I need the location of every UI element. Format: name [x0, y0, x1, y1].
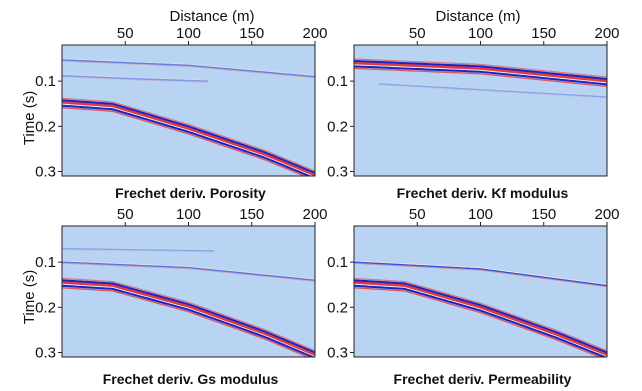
panel-2: 50 100 150 200 0.1 0.2 0.3 Frechet deriv. Kf mo… [327, 25, 619, 201]
event-1-trace-2 [62, 99, 315, 175]
event-1-trace-6 [62, 106, 307, 176]
y-tick-label: 0.3 [327, 163, 348, 180]
event-group [354, 58, 607, 99]
event-group [354, 260, 607, 357]
event-1-trace-4 [354, 284, 607, 357]
y-tick-label: 0.3 [327, 344, 348, 361]
x-tick-label: 200 [302, 25, 327, 42]
event-group [62, 58, 315, 176]
event-2-trace-3 [62, 60, 315, 79]
panel-1: 50 100 150 200 0.1 0.2 0.3 Frechet deriv. Poros… [35, 25, 327, 201]
x-tick-label: 50 [409, 25, 426, 42]
event-1-trace-4 [354, 64, 607, 84]
event-1-trace-6 [354, 67, 607, 88]
event-2-trace-1 [62, 58, 315, 77]
panel-title: Frechet deriv. Kf modulus [397, 185, 569, 201]
x-axis-title-top-left: Distance (m) [169, 8, 254, 25]
x-tick-label: 100 [468, 25, 493, 42]
event-2-trace-1 [378, 82, 607, 97]
event-2-trace-3 [62, 262, 315, 282]
panel-4: 50 100 150 200 0.1 0.2 0.3 Frechet deriv. Perme… [327, 206, 619, 387]
panel-title: Frechet deriv. Permeability [394, 371, 572, 387]
y-tick-label: 0.1 [35, 73, 56, 90]
event-2-trace-2 [354, 261, 607, 287]
event-1-trace-1 [354, 58, 607, 78]
x-tick-label: 100 [176, 25, 201, 42]
x-tick-label: 100 [176, 206, 201, 223]
event-1-trace-5 [354, 284, 607, 357]
y-tick-label: 0.3 [35, 163, 56, 180]
x-tick-label: 200 [594, 25, 619, 42]
y-tick-label: 0.3 [35, 344, 56, 361]
x-axis-title-top-right: Distance (m) [435, 8, 520, 25]
event-1-trace-1 [354, 277, 607, 352]
event-1-trace-1 [62, 277, 315, 352]
y-tick-label: 0.2 [327, 299, 348, 316]
event-1-trace-1 [62, 97, 315, 172]
event-2-trace-3 [354, 262, 607, 288]
panel-3: 50 100 150 200 0.1 0.2 0.3 Frechet deriv. Gs mo… [35, 206, 327, 387]
event-2-trace-3 [378, 84, 607, 99]
event-1-trace-5 [62, 284, 315, 357]
x-tick-label: 150 [531, 25, 556, 42]
y-axis-title-top: Time (s) [21, 91, 38, 145]
event-1-trace-4 [62, 103, 314, 176]
event-group [62, 247, 315, 357]
y-tick-label: 0.2 [35, 118, 56, 135]
x-tick-label: 150 [531, 206, 556, 223]
x-tick-label: 50 [117, 206, 134, 223]
event-1-trace-4 [62, 284, 315, 357]
event-2-trace-2 [378, 83, 607, 98]
event-2-trace-2 [62, 59, 315, 78]
event-1-trace-3 [354, 61, 607, 83]
x-tick-label: 50 [117, 25, 134, 42]
event-1-trace-2 [62, 279, 315, 354]
x-tick-label: 150 [239, 25, 264, 42]
event-3-trace-2 [62, 75, 209, 82]
event-1-trace-3 [354, 281, 607, 356]
panel-title: Frechet deriv. Gs modulus [103, 371, 279, 387]
event-1-trace-5 [354, 65, 607, 86]
x-tick-label: 100 [468, 206, 493, 223]
event-3-trace-3 [62, 76, 208, 83]
event-2-trace-2 [62, 261, 315, 281]
event-3-trace-1 [62, 247, 215, 251]
event-1-trace-6 [354, 287, 602, 357]
event-1-trace-3 [62, 281, 315, 356]
event-2-trace-1 [62, 260, 315, 280]
event-1-trace-3 [62, 101, 315, 176]
event-3-trace-1 [62, 74, 208, 81]
x-tick-label: 200 [594, 206, 619, 223]
event-2-trace-1 [354, 260, 607, 286]
x-tick-label: 50 [409, 206, 426, 223]
y-axis-title-bottom: Time (s) [21, 270, 38, 324]
event-1-trace-2 [354, 279, 607, 354]
event-3-trace-2 [62, 247, 215, 252]
x-tick-label: 200 [302, 206, 327, 223]
y-tick-label: 0.2 [35, 299, 56, 316]
event-1-trace-6 [62, 287, 310, 357]
y-tick-label: 0.1 [35, 254, 56, 271]
x-tick-label: 150 [239, 206, 264, 223]
y-tick-label: 0.1 [327, 254, 348, 271]
event-1-trace-5 [62, 104, 312, 176]
y-tick-label: 0.2 [327, 118, 348, 135]
event-3-trace-3 [62, 249, 215, 253]
panel-title: Frechet deriv. Porosity [115, 185, 266, 201]
event-1-trace-2 [354, 59, 607, 81]
y-tick-label: 0.1 [327, 73, 348, 90]
